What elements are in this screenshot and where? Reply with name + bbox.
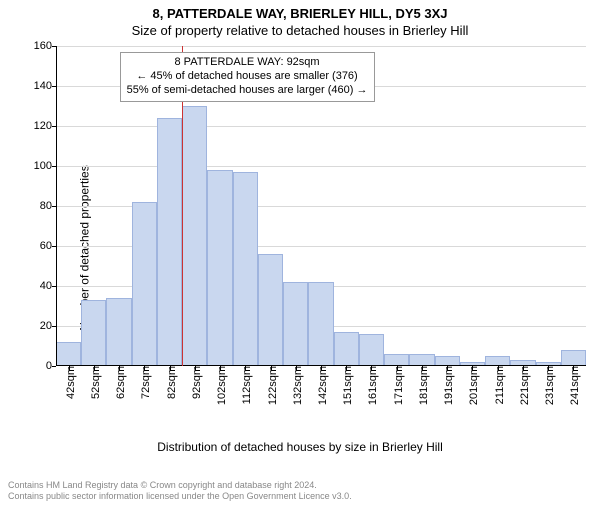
histogram-bar — [258, 254, 283, 366]
histogram-bar — [207, 170, 232, 366]
x-tick-label: 231sqm — [540, 366, 556, 405]
histogram-bar — [106, 298, 131, 366]
x-tick-label: 221sqm — [515, 366, 531, 405]
x-tick-label: 102sqm — [212, 366, 228, 405]
histogram-bar — [56, 342, 81, 366]
histogram-bar — [132, 202, 157, 366]
x-tick-label: 241sqm — [565, 366, 581, 405]
x-tick-label: 161sqm — [363, 366, 379, 405]
x-tick-label: 201sqm — [464, 366, 480, 405]
x-tick-label: 112sqm — [237, 366, 253, 404]
copyright-notice: Contains HM Land Registry data © Crown c… — [8, 480, 592, 502]
histogram-bar — [283, 282, 308, 366]
histogram-bar — [359, 334, 384, 366]
x-tick-label: 92sqm — [187, 366, 203, 399]
histogram-bar — [157, 118, 182, 366]
x-tick-label: 181sqm — [414, 366, 430, 405]
annotation-line: 8 PATTERDALE WAY: 92sqm — [127, 56, 368, 70]
x-tick-label: 52sqm — [86, 366, 102, 399]
x-tick-label: 142sqm — [313, 366, 329, 405]
x-tick-label: 211sqm — [490, 366, 506, 404]
x-axis-label: Distribution of detached houses by size … — [0, 440, 600, 454]
histogram-bar — [561, 350, 586, 366]
page-title: 8, PATTERDALE WAY, BRIERLEY HILL, DY5 3X… — [0, 6, 600, 21]
x-tick-label: 122sqm — [263, 366, 279, 405]
copyright-line-2: Contains public sector information licen… — [8, 491, 592, 502]
x-tick-label: 72sqm — [136, 366, 152, 399]
title-block: 8, PATTERDALE WAY, BRIERLEY HILL, DY5 3X… — [0, 6, 600, 38]
chart-container: Number of detached properties 0204060801… — [0, 38, 600, 458]
histogram-bar — [81, 300, 106, 366]
x-tick-label: 82sqm — [162, 366, 178, 399]
page-subtitle: Size of property relative to detached ho… — [0, 23, 600, 38]
histogram-bar — [334, 332, 359, 366]
x-tick-label: 42sqm — [61, 366, 77, 399]
x-tick-label: 132sqm — [288, 366, 304, 405]
x-tick-label: 62sqm — [111, 366, 127, 399]
copyright-line-1: Contains HM Land Registry data © Crown c… — [8, 480, 592, 491]
annotation-line: 55% of semi-detached houses are larger (… — [127, 84, 368, 98]
plot-area: 02040608010012014016042sqm52sqm62sqm72sq… — [56, 46, 586, 366]
x-tick-label: 191sqm — [439, 366, 455, 405]
x-tick-label: 151sqm — [338, 366, 354, 405]
annotation-box: 8 PATTERDALE WAY: 92sqm← 45% of detached… — [120, 52, 375, 101]
histogram-bar — [233, 172, 258, 366]
x-tick-label: 171sqm — [389, 366, 405, 405]
annotation-line: ← 45% of detached houses are smaller (37… — [127, 70, 368, 84]
histogram-bar — [308, 282, 333, 366]
histogram-bar — [182, 106, 207, 366]
